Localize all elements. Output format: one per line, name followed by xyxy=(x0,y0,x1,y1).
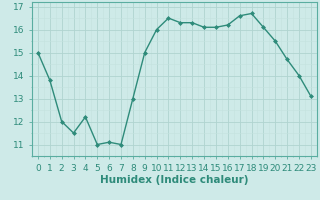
X-axis label: Humidex (Indice chaleur): Humidex (Indice chaleur) xyxy=(100,175,249,185)
